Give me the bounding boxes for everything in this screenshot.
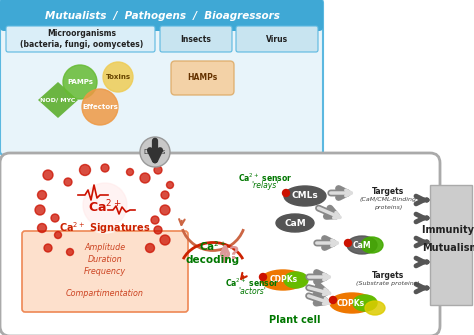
Text: (Substrate proteins): (Substrate proteins) xyxy=(356,280,420,285)
Ellipse shape xyxy=(276,214,314,232)
Circle shape xyxy=(37,191,46,200)
Circle shape xyxy=(154,166,162,174)
Circle shape xyxy=(103,62,133,92)
Circle shape xyxy=(140,137,170,167)
Circle shape xyxy=(66,249,73,256)
FancyBboxPatch shape xyxy=(6,26,155,52)
Ellipse shape xyxy=(353,295,377,311)
FancyBboxPatch shape xyxy=(0,153,440,335)
Text: Ca$^{2+}$: Ca$^{2+}$ xyxy=(88,199,122,215)
Circle shape xyxy=(160,205,170,215)
Text: CDPKs: CDPKs xyxy=(337,298,365,308)
FancyBboxPatch shape xyxy=(0,0,323,155)
Text: Ca$^{2+}$ sensor: Ca$^{2+}$ sensor xyxy=(238,172,292,184)
Text: CMLs: CMLs xyxy=(292,192,319,201)
Circle shape xyxy=(259,273,266,280)
Text: HAMPs: HAMPs xyxy=(187,73,217,82)
Text: Targets: Targets xyxy=(372,270,404,279)
Ellipse shape xyxy=(284,186,326,206)
Text: Virus: Virus xyxy=(266,35,288,44)
Circle shape xyxy=(64,178,72,186)
Circle shape xyxy=(160,235,170,245)
FancyBboxPatch shape xyxy=(22,231,188,312)
Text: PAMPs: PAMPs xyxy=(67,79,93,85)
Text: Mutualism: Mutualism xyxy=(422,243,474,253)
Text: Ca$^{2+}$ Signatures: Ca$^{2+}$ Signatures xyxy=(59,220,151,236)
Text: Frequency: Frequency xyxy=(84,268,126,276)
Circle shape xyxy=(329,296,337,304)
Circle shape xyxy=(151,216,159,224)
Text: Ca$^{2+}$
decoding: Ca$^{2+}$ decoding xyxy=(186,239,240,265)
Circle shape xyxy=(43,170,53,180)
Ellipse shape xyxy=(361,237,383,253)
Text: Compartimentation: Compartimentation xyxy=(66,288,144,297)
Text: DAMPs: DAMPs xyxy=(144,149,166,155)
Circle shape xyxy=(166,182,173,189)
Circle shape xyxy=(127,169,134,176)
Text: Amplitude: Amplitude xyxy=(84,244,126,253)
Ellipse shape xyxy=(365,301,385,315)
Circle shape xyxy=(140,173,150,183)
Circle shape xyxy=(63,65,97,99)
Text: Immunity /: Immunity / xyxy=(421,225,474,235)
FancyBboxPatch shape xyxy=(430,185,472,305)
Text: Microorganisms
(bacteria, fungi, oomycetes): Microorganisms (bacteria, fungi, oomycet… xyxy=(20,29,144,49)
Ellipse shape xyxy=(330,293,374,313)
Circle shape xyxy=(345,240,352,247)
Text: Ca$^{2+}$ sensor: Ca$^{2+}$ sensor xyxy=(225,277,279,289)
Circle shape xyxy=(154,226,162,234)
Text: Mutualists  /  Pathogens  /  Bioagressors: Mutualists / Pathogens / Bioagressors xyxy=(45,11,280,21)
Text: proteins): proteins) xyxy=(374,204,402,209)
Text: 'actors': 'actors' xyxy=(238,286,266,295)
Ellipse shape xyxy=(284,272,308,288)
Text: CDPKs: CDPKs xyxy=(270,275,298,284)
Text: 'relays': 'relays' xyxy=(251,182,279,191)
Text: CaM: CaM xyxy=(353,241,371,250)
Text: (CaM/CML-Binding: (CaM/CML-Binding xyxy=(359,198,417,202)
Circle shape xyxy=(77,177,133,233)
Circle shape xyxy=(101,164,109,172)
Circle shape xyxy=(51,214,59,222)
Text: ?: ? xyxy=(229,245,239,263)
FancyBboxPatch shape xyxy=(0,0,323,31)
Circle shape xyxy=(146,244,155,253)
FancyBboxPatch shape xyxy=(160,26,232,52)
Text: Duration: Duration xyxy=(88,256,122,265)
Circle shape xyxy=(80,164,91,176)
Circle shape xyxy=(161,191,169,199)
Circle shape xyxy=(82,89,118,125)
Ellipse shape xyxy=(261,270,305,290)
Text: NOD/ MYC: NOD/ MYC xyxy=(40,97,76,103)
Circle shape xyxy=(83,183,127,227)
Text: Toxins: Toxins xyxy=(105,74,130,80)
FancyBboxPatch shape xyxy=(236,26,318,52)
FancyBboxPatch shape xyxy=(171,61,234,95)
Text: Plant cell: Plant cell xyxy=(269,315,321,325)
Circle shape xyxy=(37,223,46,232)
Polygon shape xyxy=(38,82,78,118)
Circle shape xyxy=(35,205,45,215)
Ellipse shape xyxy=(347,236,377,254)
Text: Targets: Targets xyxy=(372,188,404,197)
Circle shape xyxy=(55,231,62,239)
Text: Insects: Insects xyxy=(181,35,211,44)
Circle shape xyxy=(44,244,52,252)
Text: Effectors: Effectors xyxy=(82,104,118,110)
Text: CaM: CaM xyxy=(284,218,306,227)
Circle shape xyxy=(283,190,290,197)
